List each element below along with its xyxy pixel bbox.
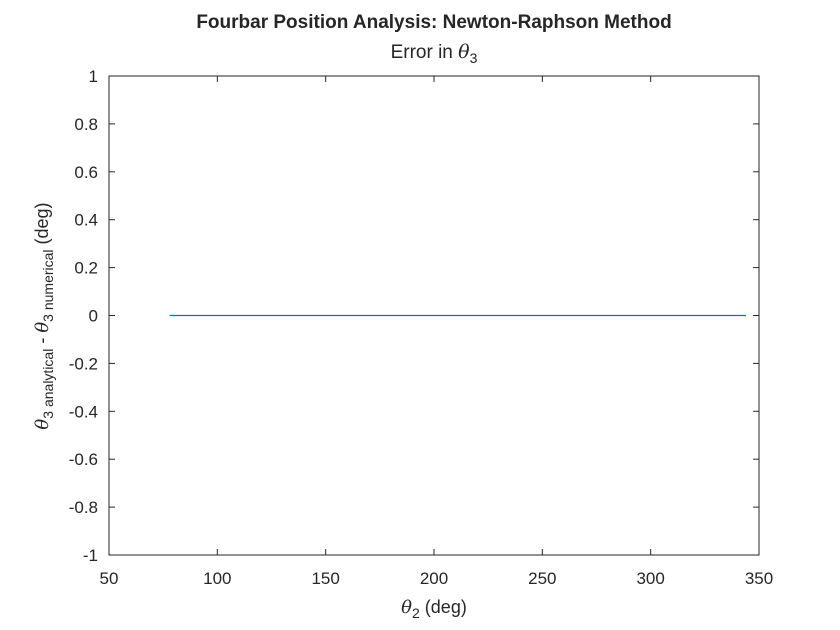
y-tick-label: -0.4 [69, 402, 98, 421]
x-axis-label: θ2 (deg) [401, 597, 467, 621]
y-axis-label-subscript-1: 3 analytical [40, 349, 56, 419]
y-axis-label-symbol-2: θ [32, 322, 53, 333]
y-tick-label: 0.8 [74, 115, 98, 134]
x-tick-label: 200 [420, 569, 448, 588]
y-tick-label: 0.6 [74, 163, 98, 182]
subtitle-prefix: Error in [391, 42, 459, 63]
subtitle-subscript: 3 [470, 50, 478, 66]
y-tick-label: -0.6 [69, 450, 98, 469]
plot-area: 50 100 150 200 250 300 350 -1 -0.8 -0.6 -0.4 -0.2 0 0… [69, 67, 773, 588]
y-axis-label-symbol-1: θ [32, 419, 53, 430]
y-axis-label-subscript-2: 3 numerical [40, 249, 56, 321]
y-tick-label: 1 [89, 67, 98, 86]
chart-title: Fourbar Position Analysis: Newton-Raphso… [196, 12, 671, 33]
y-tick-label: -0.2 [69, 354, 98, 373]
y-axis-label-suffix: (deg) [32, 202, 52, 249]
x-tick-label: 250 [528, 569, 556, 588]
x-axis-label-symbol: θ [401, 597, 412, 618]
y-tick-label: -0.8 [69, 498, 98, 517]
y-axis-label: θ3 analytical - θ3 numerical (deg) [32, 202, 56, 429]
y-tick-label: 0 [89, 307, 98, 326]
y-axis-label-mid: - [32, 333, 52, 349]
y-tick-label: 0.2 [74, 259, 98, 278]
y-tick-label: 0.4 [74, 211, 98, 230]
subtitle-symbol: θ [458, 41, 470, 63]
x-tick-label: 300 [636, 569, 664, 588]
x-tick-label: 350 [745, 569, 773, 588]
x-tick-label: 150 [311, 569, 339, 588]
x-axis-label-suffix: (deg) [420, 597, 467, 617]
y-tick-label: -1 [83, 546, 98, 565]
x-tick-label: 50 [100, 569, 119, 588]
x-tick-label: 100 [203, 569, 231, 588]
chart-subtitle: Error in θ3 [391, 41, 478, 66]
x-axis-label-subscript: 2 [412, 605, 420, 621]
